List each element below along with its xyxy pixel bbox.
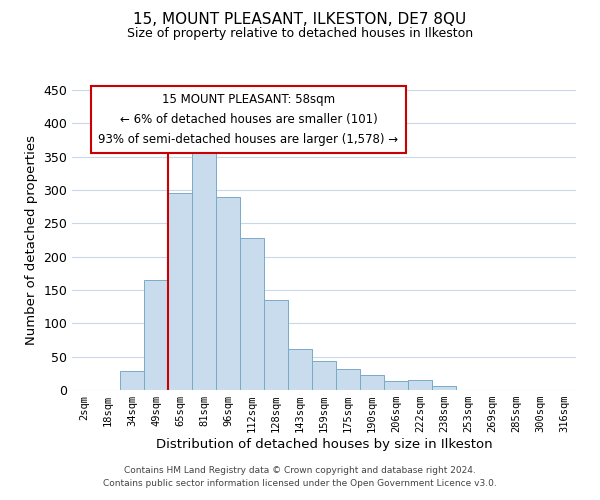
Text: Size of property relative to detached houses in Ilkeston: Size of property relative to detached ho… [127, 28, 473, 40]
Bar [144, 280, 168, 390]
Bar [312, 362, 336, 390]
Text: 15 MOUNT PLEASANT: 58sqm
← 6% of detached houses are smaller (101)
93% of semi-d: 15 MOUNT PLEASANT: 58sqm ← 6% of detache… [98, 93, 398, 146]
Bar [288, 348, 312, 390]
Bar [168, 194, 192, 390]
X-axis label: Distribution of detached houses by size in Ilkeston: Distribution of detached houses by size … [155, 438, 493, 451]
Bar [408, 380, 432, 390]
Text: 15, MOUNT PLEASANT, ILKESTON, DE7 8QU: 15, MOUNT PLEASANT, ILKESTON, DE7 8QU [133, 12, 467, 28]
Bar [192, 144, 216, 390]
Bar [120, 372, 144, 390]
Y-axis label: Number of detached properties: Number of detached properties [25, 135, 38, 345]
Bar [216, 196, 240, 390]
Bar [240, 238, 264, 390]
Text: Contains HM Land Registry data © Crown copyright and database right 2024.
Contai: Contains HM Land Registry data © Crown c… [103, 466, 497, 487]
Bar [360, 374, 384, 390]
Bar [264, 300, 288, 390]
Bar [432, 386, 456, 390]
Bar [336, 370, 360, 390]
Bar [384, 380, 408, 390]
